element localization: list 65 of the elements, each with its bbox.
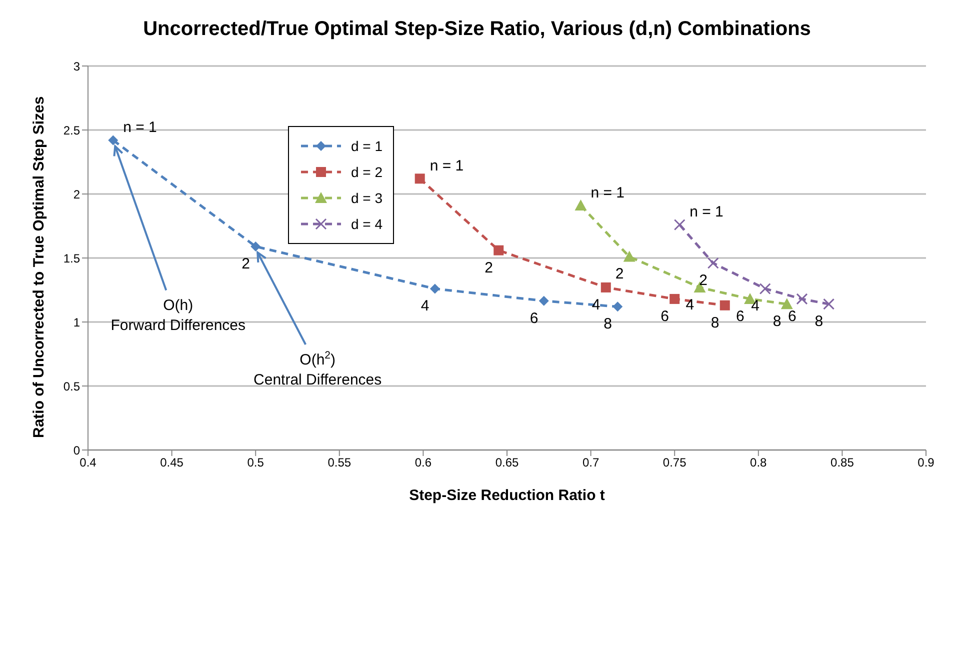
x-tick-label: 0.6	[414, 456, 432, 470]
point	[674, 218, 686, 230]
legend-label: d = 1	[351, 138, 383, 154]
x-tick-label: 0.45	[160, 456, 184, 470]
annotation: 4	[592, 296, 600, 314]
x-tick-label: 0.55	[328, 456, 352, 470]
x-tick-label: 0.75	[662, 456, 687, 470]
annotation: 8	[814, 313, 824, 330]
annotation: n = 1	[590, 184, 625, 202]
point	[538, 296, 549, 306]
point	[600, 282, 611, 292]
y-tick-label: 2.5	[63, 123, 80, 138]
point	[823, 298, 835, 310]
point	[780, 298, 793, 310]
annotation: n = 1	[690, 204, 724, 221]
y-axis-title: Ratio of Uncorrected to True Optimal Step Sizes	[30, 96, 48, 438]
point	[720, 300, 730, 310]
legend-label: d = 2	[351, 164, 383, 180]
annotation: 4	[751, 298, 760, 315]
x-tick-label: 0.5	[247, 456, 264, 470]
annotation: 8	[604, 316, 612, 333]
annotation: 4	[420, 298, 430, 315]
annotation: 2	[242, 255, 250, 272]
x-axis-title: Step-Size Reduction Ratio t	[409, 487, 605, 504]
y-tick-label: 1	[73, 315, 80, 330]
y-tick-label: 2	[73, 187, 80, 202]
y-tick-label: 0.5	[63, 379, 80, 394]
point	[612, 302, 623, 312]
legend-label: d = 4	[351, 216, 383, 232]
point	[574, 200, 587, 211]
x-tick-label: 0.65	[495, 456, 519, 470]
point	[796, 293, 808, 305]
point	[414, 174, 425, 184]
annotation: 2	[484, 259, 493, 276]
point	[670, 294, 680, 304]
y-tick-label: 1.5	[63, 251, 80, 266]
point	[759, 282, 771, 294]
x-tick-label: 0.9	[918, 456, 935, 470]
annotation: 4	[686, 296, 694, 314]
y-tick-label: 3	[73, 59, 80, 74]
point	[707, 257, 719, 269]
annotation: 6	[660, 308, 669, 325]
annotation: 2	[615, 266, 624, 283]
point	[430, 284, 440, 294]
chart-title: Uncorrected/True Optimal Step-Size Ratio, Various (d,n) Combinations	[142, 17, 812, 42]
annotation: n = 1	[430, 158, 464, 175]
annotation: 2	[699, 272, 708, 290]
annotation: 6	[530, 310, 538, 327]
annotation: O(h) Forward Differences	[110, 297, 246, 334]
x-tick-label: 0.85	[830, 456, 854, 470]
annotation: O(h$^{2}$) Central Differences	[254, 349, 382, 388]
annotation: 8	[710, 314, 720, 332]
x-tick-label: 0.4	[80, 456, 97, 470]
annotation: n = 1	[123, 119, 157, 136]
annotation: 6	[736, 308, 744, 325]
y-tick-label: 0	[73, 443, 80, 458]
legend-label: d = 3	[351, 190, 383, 206]
annotation: 8	[772, 313, 782, 330]
point	[494, 245, 504, 256]
point	[108, 135, 118, 146]
annotation: 6	[788, 308, 796, 325]
x-tick-label: 0.7	[582, 456, 600, 470]
point	[623, 250, 636, 262]
x-tick-label: 0.8	[750, 456, 768, 470]
point	[250, 241, 261, 252]
